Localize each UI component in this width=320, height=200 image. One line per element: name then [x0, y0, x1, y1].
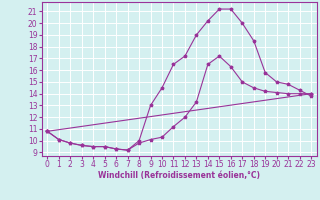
- X-axis label: Windchill (Refroidissement éolien,°C): Windchill (Refroidissement éolien,°C): [98, 171, 260, 180]
